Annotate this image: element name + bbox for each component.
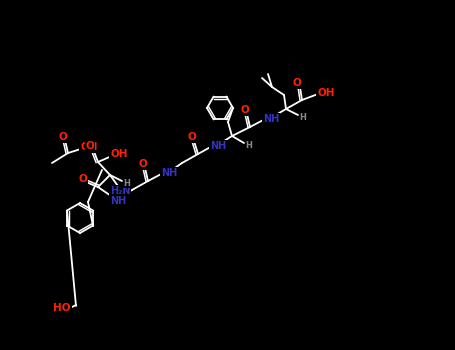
Text: O: O [139,159,147,169]
Text: O: O [86,141,94,151]
Text: H₂N: H₂N [110,186,130,196]
Text: OH: OH [110,149,128,159]
Text: O: O [59,132,67,142]
Text: HO: HO [53,303,71,313]
Text: NH: NH [161,168,177,178]
Text: NH: NH [263,114,279,124]
Text: NH: NH [110,196,126,206]
Text: H: H [124,178,131,188]
Text: OH: OH [80,142,98,152]
Text: OH: OH [317,88,335,98]
Text: H: H [299,112,306,121]
Text: O: O [79,174,87,184]
Text: O: O [293,78,301,88]
Text: O: O [241,105,249,115]
Text: NH: NH [210,141,226,151]
Text: H: H [246,140,253,149]
Text: O: O [187,132,197,142]
